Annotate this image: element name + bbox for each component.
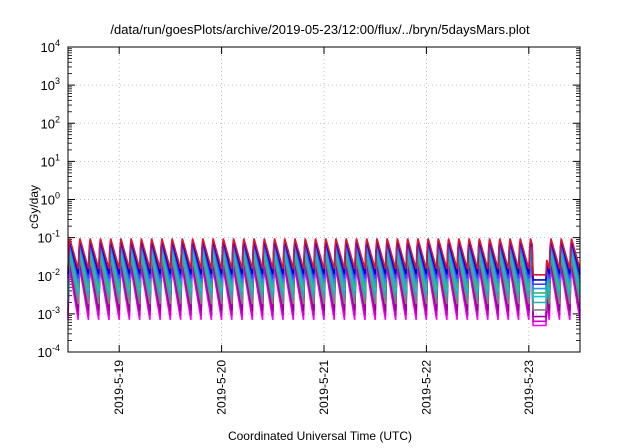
series-line xyxy=(67,257,581,311)
x-axis-label: Coordinated Universal Time (UTC) xyxy=(227,429,413,443)
y-tick-label: 104 xyxy=(41,38,60,55)
series-line xyxy=(67,253,581,304)
y-tick-label: 102 xyxy=(41,114,60,131)
x-tick-label: 2019-5-21 xyxy=(317,360,331,415)
y-axis-label: cGy/day xyxy=(27,185,41,230)
y-tick-label: 10-1 xyxy=(38,229,60,246)
x-tick-label: 2019-5-22 xyxy=(419,360,433,415)
x-tick-label: 2019-5-20 xyxy=(215,360,229,415)
x-tick-label: 2019-5-23 xyxy=(522,360,536,415)
chart-title: /data/run/goesPlots/archive/2019-05-23/1… xyxy=(110,22,530,37)
x-tick-label: 2019-5-19 xyxy=(112,360,126,415)
y-tick-label: 103 xyxy=(41,76,60,93)
y-tick-label: 10-2 xyxy=(38,267,60,284)
y-tick-label: 100 xyxy=(41,191,60,208)
series-line xyxy=(67,238,581,276)
y-tick-label: 10-3 xyxy=(38,305,60,322)
y-tick-label: 101 xyxy=(41,152,60,169)
plot-frame xyxy=(67,46,581,353)
y-tick-label: 10-4 xyxy=(38,343,60,360)
